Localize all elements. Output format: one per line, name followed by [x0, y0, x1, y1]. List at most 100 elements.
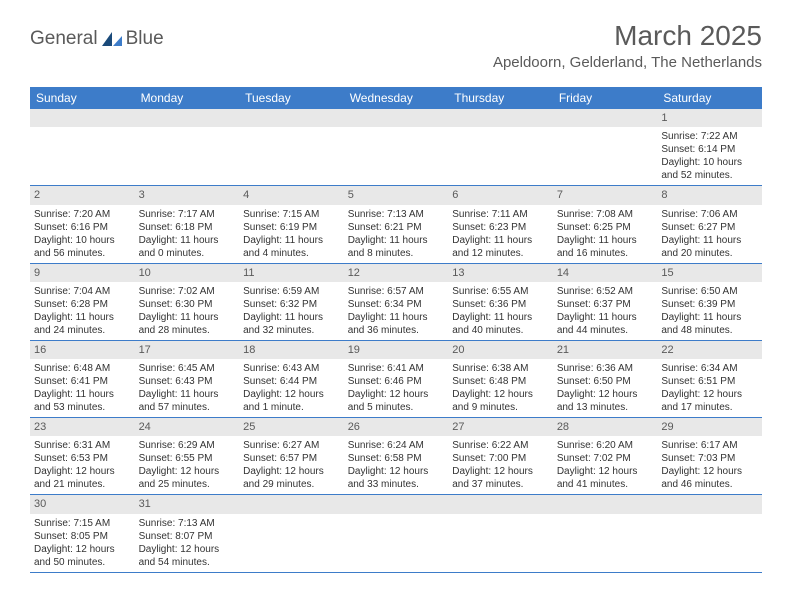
weekday-header-row: SundayMondayTuesdayWednesdayThursdayFrid… [30, 87, 762, 109]
weekday-header: Thursday [448, 87, 553, 109]
day-cell [657, 495, 762, 572]
day-number-empty [553, 495, 658, 513]
day-cell: 2Sunrise: 7:20 AMSunset: 6:16 PMDaylight… [30, 186, 135, 263]
day-number: 12 [344, 264, 449, 282]
day-number: 22 [657, 341, 762, 359]
day-number: 23 [30, 418, 135, 436]
day-content: Sunrise: 6:38 AMSunset: 6:48 PMDaylight:… [448, 359, 553, 417]
page-title: March 2025 [493, 20, 762, 52]
day-cell: 29Sunrise: 6:17 AMSunset: 7:03 PMDayligh… [657, 418, 762, 495]
day-content: Sunrise: 6:17 AMSunset: 7:03 PMDaylight:… [657, 436, 762, 494]
day-cell: 21Sunrise: 6:36 AMSunset: 6:50 PMDayligh… [553, 340, 658, 417]
weekday-header: Tuesday [239, 87, 344, 109]
day-cell [448, 109, 553, 186]
day-cell: 14Sunrise: 6:52 AMSunset: 6:37 PMDayligh… [553, 263, 658, 340]
day-cell: 3Sunrise: 7:17 AMSunset: 6:18 PMDaylight… [135, 186, 240, 263]
day-cell: 25Sunrise: 6:27 AMSunset: 6:57 PMDayligh… [239, 418, 344, 495]
day-number: 18 [239, 341, 344, 359]
day-cell: 12Sunrise: 6:57 AMSunset: 6:34 PMDayligh… [344, 263, 449, 340]
day-number-empty [30, 109, 135, 127]
location-text: Apeldoorn, Gelderland, The Netherlands [493, 54, 762, 71]
week-row: 30Sunrise: 7:15 AMSunset: 8:05 PMDayligh… [30, 495, 762, 572]
day-cell [344, 495, 449, 572]
day-content: Sunrise: 6:34 AMSunset: 6:51 PMDaylight:… [657, 359, 762, 417]
day-content: Sunrise: 7:06 AMSunset: 6:27 PMDaylight:… [657, 205, 762, 263]
title-block: March 2025 Apeldoorn, Gelderland, The Ne… [493, 20, 762, 71]
day-cell: 20Sunrise: 6:38 AMSunset: 6:48 PMDayligh… [448, 340, 553, 417]
day-number-empty [448, 109, 553, 127]
day-number: 20 [448, 341, 553, 359]
day-cell: 1Sunrise: 7:22 AMSunset: 6:14 PMDaylight… [657, 109, 762, 186]
day-number: 11 [239, 264, 344, 282]
day-number-empty [657, 495, 762, 513]
day-cell: 30Sunrise: 7:15 AMSunset: 8:05 PMDayligh… [30, 495, 135, 572]
day-cell [239, 109, 344, 186]
day-cell: 5Sunrise: 7:13 AMSunset: 6:21 PMDaylight… [344, 186, 449, 263]
day-content: Sunrise: 6:43 AMSunset: 6:44 PMDaylight:… [239, 359, 344, 417]
day-cell [135, 109, 240, 186]
day-number-empty [553, 109, 658, 127]
day-content: Sunrise: 7:15 AMSunset: 8:05 PMDaylight:… [30, 514, 135, 572]
calendar-body: 1Sunrise: 7:22 AMSunset: 6:14 PMDaylight… [30, 109, 762, 572]
week-row: 2Sunrise: 7:20 AMSunset: 6:16 PMDaylight… [30, 186, 762, 263]
day-cell: 16Sunrise: 6:48 AMSunset: 6:41 PMDayligh… [30, 340, 135, 417]
day-number: 2 [30, 186, 135, 204]
day-number: 9 [30, 264, 135, 282]
day-content: Sunrise: 6:31 AMSunset: 6:53 PMDaylight:… [30, 436, 135, 494]
day-cell: 28Sunrise: 6:20 AMSunset: 7:02 PMDayligh… [553, 418, 658, 495]
day-number: 30 [30, 495, 135, 513]
day-content: Sunrise: 7:22 AMSunset: 6:14 PMDaylight:… [657, 127, 762, 185]
day-cell: 26Sunrise: 6:24 AMSunset: 6:58 PMDayligh… [344, 418, 449, 495]
day-number: 1 [657, 109, 762, 127]
day-number: 4 [239, 186, 344, 204]
day-number-empty [135, 109, 240, 127]
weekday-header: Saturday [657, 87, 762, 109]
logo-text-2: Blue [126, 28, 164, 50]
weekday-header: Monday [135, 87, 240, 109]
day-content: Sunrise: 6:57 AMSunset: 6:34 PMDaylight:… [344, 282, 449, 340]
day-content: Sunrise: 6:24 AMSunset: 6:58 PMDaylight:… [344, 436, 449, 494]
day-cell: 7Sunrise: 7:08 AMSunset: 6:25 PMDaylight… [553, 186, 658, 263]
day-number: 7 [553, 186, 658, 204]
day-cell [239, 495, 344, 572]
day-number: 31 [135, 495, 240, 513]
day-number: 16 [30, 341, 135, 359]
day-content: Sunrise: 7:20 AMSunset: 6:16 PMDaylight:… [30, 205, 135, 263]
weekday-header: Sunday [30, 87, 135, 109]
day-content: Sunrise: 6:50 AMSunset: 6:39 PMDaylight:… [657, 282, 762, 340]
day-cell: 10Sunrise: 7:02 AMSunset: 6:30 PMDayligh… [135, 263, 240, 340]
day-content: Sunrise: 6:29 AMSunset: 6:55 PMDaylight:… [135, 436, 240, 494]
day-number: 15 [657, 264, 762, 282]
day-cell: 19Sunrise: 6:41 AMSunset: 6:46 PMDayligh… [344, 340, 449, 417]
day-cell [553, 495, 658, 572]
day-number: 25 [239, 418, 344, 436]
weekday-header: Friday [553, 87, 658, 109]
day-number: 5 [344, 186, 449, 204]
day-cell: 8Sunrise: 7:06 AMSunset: 6:27 PMDaylight… [657, 186, 762, 263]
day-content: Sunrise: 7:13 AMSunset: 8:07 PMDaylight:… [135, 514, 240, 572]
day-number-empty [239, 495, 344, 513]
week-row: 23Sunrise: 6:31 AMSunset: 6:53 PMDayligh… [30, 418, 762, 495]
day-number: 6 [448, 186, 553, 204]
day-content: Sunrise: 6:36 AMSunset: 6:50 PMDaylight:… [553, 359, 658, 417]
day-number-empty [344, 495, 449, 513]
day-cell: 24Sunrise: 6:29 AMSunset: 6:55 PMDayligh… [135, 418, 240, 495]
week-row: 9Sunrise: 7:04 AMSunset: 6:28 PMDaylight… [30, 263, 762, 340]
day-content: Sunrise: 6:27 AMSunset: 6:57 PMDaylight:… [239, 436, 344, 494]
day-number: 13 [448, 264, 553, 282]
day-content: Sunrise: 6:48 AMSunset: 6:41 PMDaylight:… [30, 359, 135, 417]
day-number: 28 [553, 418, 658, 436]
day-content: Sunrise: 7:08 AMSunset: 6:25 PMDaylight:… [553, 205, 658, 263]
day-cell: 15Sunrise: 6:50 AMSunset: 6:39 PMDayligh… [657, 263, 762, 340]
day-content: Sunrise: 7:04 AMSunset: 6:28 PMDaylight:… [30, 282, 135, 340]
day-content: Sunrise: 7:13 AMSunset: 6:21 PMDaylight:… [344, 205, 449, 263]
weekday-header: Wednesday [344, 87, 449, 109]
day-number: 24 [135, 418, 240, 436]
day-content: Sunrise: 6:20 AMSunset: 7:02 PMDaylight:… [553, 436, 658, 494]
logo-text-1: General [30, 28, 98, 50]
day-content: Sunrise: 6:55 AMSunset: 6:36 PMDaylight:… [448, 282, 553, 340]
day-content: Sunrise: 6:22 AMSunset: 7:00 PMDaylight:… [448, 436, 553, 494]
day-number: 29 [657, 418, 762, 436]
day-cell [553, 109, 658, 186]
day-cell: 4Sunrise: 7:15 AMSunset: 6:19 PMDaylight… [239, 186, 344, 263]
